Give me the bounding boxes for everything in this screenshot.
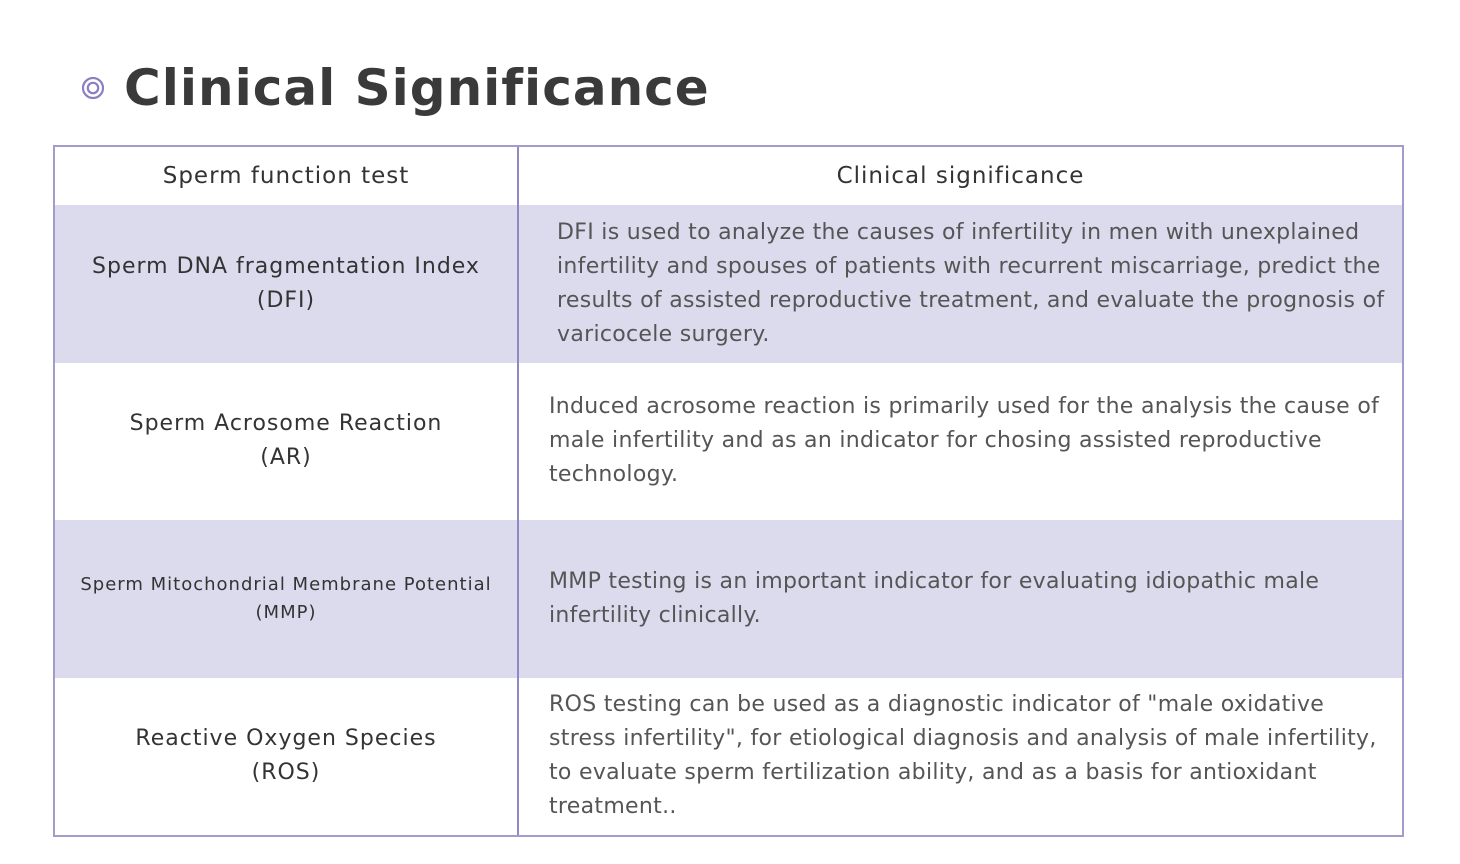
table-row-dfi: Sperm DNA fragmentation Index (DFI) DFI … <box>55 205 1402 363</box>
test-abbr: (ROS) <box>251 760 321 786</box>
column-header-significance: Clinical significance <box>518 147 1402 205</box>
significance-table: Sperm function test Clinical significanc… <box>53 145 1404 837</box>
table-row-ar: Sperm Acrosome Reaction (AR) Induced acr… <box>55 362 1402 520</box>
table-row-ros: Reactive Oxygen Species (ROS) ROS testin… <box>55 677 1402 835</box>
test-cell: Sperm Mitochondrial Membrane Potential (… <box>55 520 519 678</box>
significance-text: Induced acrosome reaction is primarily u… <box>518 362 1402 520</box>
test-cell: Sperm DNA fragmentation Index (DFI) <box>55 205 519 363</box>
table-header-row: Sperm function test Clinical significanc… <box>55 147 1402 205</box>
test-name: Sperm Acrosome Reaction <box>129 411 443 437</box>
test-name: Sperm DNA fragmentation Index <box>92 253 480 279</box>
significance-text: ROS testing can be used as a diagnostic … <box>518 677 1402 835</box>
test-name: Sperm Mitochondrial Membrane Potential <box>80 573 492 595</box>
test-abbr: (AR) <box>260 445 312 471</box>
test-abbr: (DFI) <box>256 287 316 313</box>
test-cell: Reactive Oxygen Species (ROS) <box>55 677 519 835</box>
title-row: Clinical Significance <box>80 52 710 124</box>
table-row-mmp: Sperm Mitochondrial Membrane Potential (… <box>55 520 1402 678</box>
page-title: Clinical Significance <box>124 59 710 117</box>
target-bullet-icon <box>81 76 105 100</box>
column-header-test: Sperm function test <box>55 147 519 205</box>
significance-text: DFI is used to analyze the causes of inf… <box>518 205 1402 363</box>
test-cell: Sperm Acrosome Reaction (AR) <box>55 362 519 520</box>
test-abbr: (MMP) <box>255 601 317 623</box>
significance-text: MMP testing is an important indicator fo… <box>518 520 1402 678</box>
test-name: Reactive Oxygen Species <box>135 726 437 752</box>
